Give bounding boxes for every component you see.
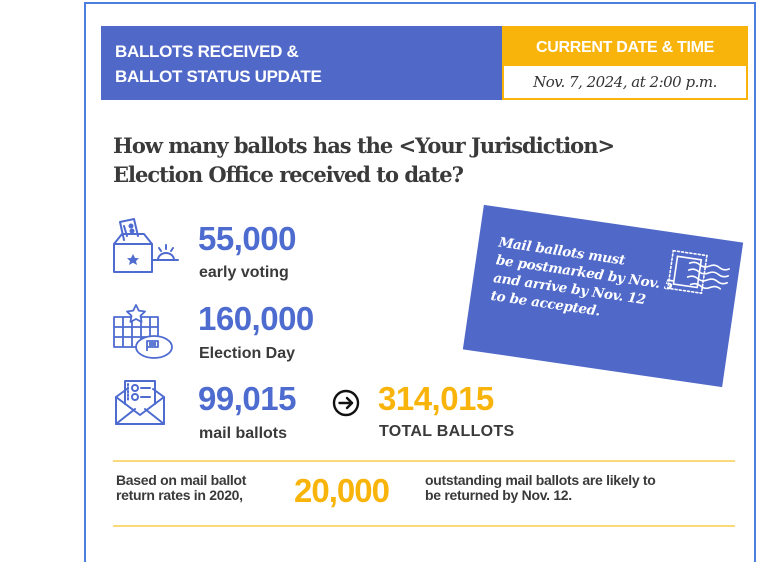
date-time-panel: CURRENT DATE & TIME Nov. 7, 2024, at 2:0… — [502, 26, 748, 100]
calendar-flag-icon — [110, 303, 176, 366]
mail-ballots-label: mail ballots — [199, 425, 288, 442]
total-ballots-count: 314,015 — [378, 380, 494, 417]
mail-ballots-count: 99,015 — [198, 380, 296, 417]
projection-right-line1: outstanding mail ballots are likely to — [425, 472, 656, 488]
election-day-count: 160,000 — [198, 300, 314, 337]
arrow-right-circle-icon — [332, 389, 360, 422]
date-time-value: Nov. 7, 2024, at 2:00 p.m. — [504, 66, 746, 98]
page-question: How many ballots has the <Your Jurisdict… — [113, 131, 733, 189]
early-voting-count: 55,000 — [198, 220, 296, 257]
divider-top — [113, 460, 735, 462]
header-title-line1: BALLOTS RECEIVED & — [115, 42, 299, 61]
projection-left-line1: Based on mail ballot — [116, 472, 247, 488]
postage-stamp-icon — [662, 246, 735, 308]
early-voting-label: early voting — [199, 264, 289, 281]
divider-bottom — [113, 525, 735, 527]
date-time-label: CURRENT DATE & TIME — [536, 39, 714, 56]
projected-outstanding-count: 20,000 — [294, 472, 390, 509]
projection-basis-text: Based on mail ballot return rates in 202… — [116, 473, 246, 503]
mail-deadline-notice-card: Mail ballots must be postmarked by Nov. … — [462, 204, 744, 388]
total-ballots-label: TOTAL BALLOTS — [379, 423, 515, 440]
question-line1: How many ballots has the <Your Jurisdict… — [113, 133, 615, 158]
election-day-label: Election Day — [199, 345, 296, 362]
projection-outcome-text: outstanding mail ballots are likely to b… — [425, 473, 656, 503]
mail-envelope-icon — [113, 379, 167, 432]
projection-right-line2: be returned by Nov. 12. — [425, 487, 572, 503]
header-title-line2: BALLOT STATUS UPDATE — [115, 67, 322, 86]
header-title: BALLOTS RECEIVED & BALLOT STATUS UPDATE — [101, 26, 502, 100]
question-line2: Election Office received to date? — [113, 162, 464, 187]
ballot-box-icon — [110, 218, 182, 281]
projection-left-line2: return rates in 2020, — [116, 487, 243, 503]
